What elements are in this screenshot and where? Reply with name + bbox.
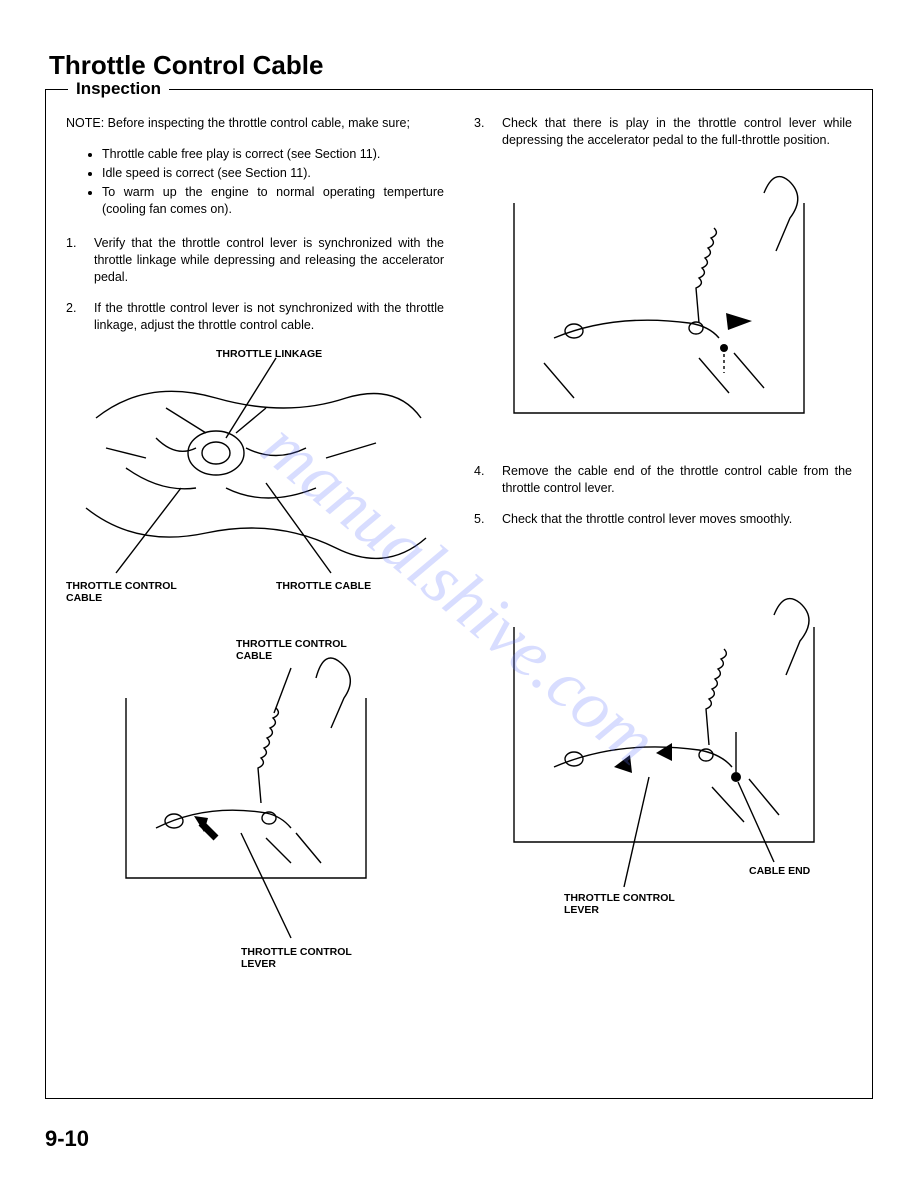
diagram-throttle-linkage: THROTTLE LINKAGE <box>66 348 444 608</box>
step-text: Check that the throttle control lever mo… <box>502 511 852 528</box>
right-column: 3. Check that there is play in the throt… <box>474 115 852 1078</box>
step-num: 4. <box>474 463 502 497</box>
step-text: Remove the cable end of the throttle con… <box>502 463 852 497</box>
step-item: 2. If the throttle control lever is not … <box>66 300 444 334</box>
left-column: NOTE: Before inspecting the throttle con… <box>66 115 444 1078</box>
mechanical-drawing-icon <box>474 163 834 443</box>
label-throttle-control-lever: THROTTLE CONTROLLEVER <box>241 946 352 970</box>
mechanical-drawing-icon <box>474 587 844 907</box>
diagram-play-check <box>474 163 852 443</box>
section-box: Inspection NOTE: Before inspecting the t… <box>45 89 873 1099</box>
step-item: 1. Verify that the throttle control leve… <box>66 235 444 286</box>
label-cable-end: CABLE END <box>749 865 810 877</box>
step-text: Verify that the throttle control lever i… <box>94 235 444 286</box>
step-item: 3. Check that there is play in the throt… <box>474 115 852 149</box>
note-text: NOTE: Before inspecting the throttle con… <box>66 115 444 132</box>
step-text: If the throttle control lever is not syn… <box>94 300 444 334</box>
section-label: Inspection <box>68 79 169 99</box>
list-item: Throttle cable free play is correct (see… <box>102 146 444 163</box>
diagram-cable-end: CABLE END THROTTLE CONTROLLEVER <box>474 587 852 947</box>
step-item: 5. Check that the throttle control lever… <box>474 511 852 528</box>
step-num: 1. <box>66 235 94 286</box>
step-num: 3. <box>474 115 502 149</box>
step-num: 2. <box>66 300 94 334</box>
page-title: Throttle Control Cable <box>49 50 873 81</box>
label-throttle-control-cable: THROTTLE CONTROLCABLE <box>236 638 347 662</box>
label-throttle-control-cable: THROTTLE CONTROLCABLE <box>66 580 177 604</box>
label-throttle-cable: THROTTLE CABLE <box>276 580 371 592</box>
bullet-list: Throttle cable free play is correct (see… <box>102 146 444 218</box>
list-item: Idle speed is correct (see Section 11). <box>102 165 444 182</box>
mechanical-drawing-icon <box>66 348 436 588</box>
step-text: Check that there is play in the throttle… <box>502 115 852 149</box>
mechanical-drawing-icon <box>66 638 416 948</box>
step-num: 5. <box>474 511 502 528</box>
step-item: 4. Remove the cable end of the throttle … <box>474 463 852 497</box>
label-throttle-control-lever: THROTTLE CONTROLLEVER <box>564 892 675 916</box>
page-number: 9-10 <box>45 1126 89 1152</box>
label-throttle-linkage: THROTTLE LINKAGE <box>216 348 322 360</box>
list-item: To warm up the engine to normal operatin… <box>102 184 444 218</box>
diagram-throttle-lever-left: THROTTLE CONTROLCABLE <box>66 638 444 978</box>
